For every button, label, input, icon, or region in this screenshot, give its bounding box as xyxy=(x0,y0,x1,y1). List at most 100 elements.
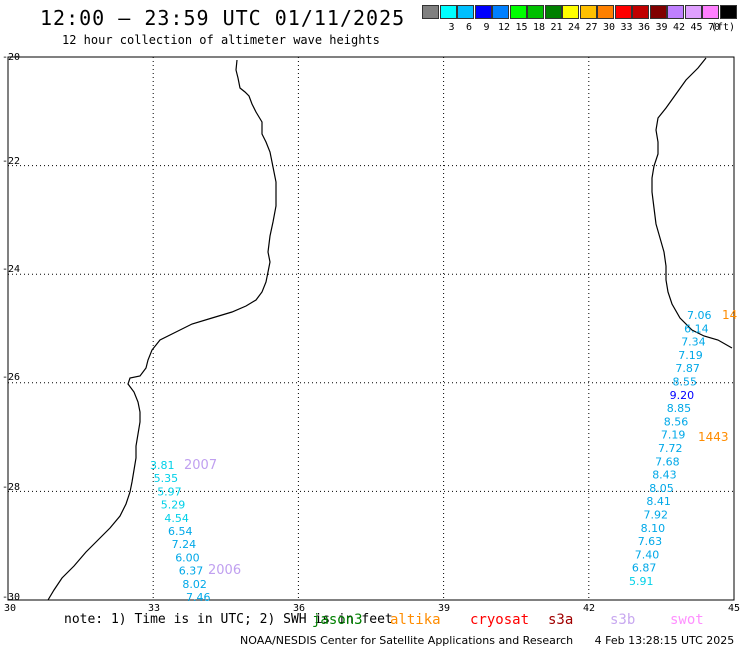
lon-label: 33 xyxy=(148,603,161,614)
scale-label: 33 xyxy=(620,22,633,33)
west-track-values: 3.815.355.975.294.546.547.246.006.378.02… xyxy=(150,459,211,604)
scale-swatch xyxy=(719,5,737,19)
swh-value: 9.20 xyxy=(670,389,695,402)
swh-value: 7.46 xyxy=(186,591,211,604)
scale-swatch xyxy=(667,5,684,19)
swh-value: 6.00 xyxy=(175,551,200,564)
swh-value: 7.34 xyxy=(681,336,706,349)
swh-value: 5.35 xyxy=(154,472,179,485)
map-subtitle: 12 hour collection of altimeter wave hei… xyxy=(62,33,380,47)
scale-swatch xyxy=(597,5,614,19)
lat-label: -28 xyxy=(2,482,21,493)
scale-label: 9 xyxy=(483,22,490,33)
scale-label: 42 xyxy=(673,22,686,33)
swh-value: 7.68 xyxy=(655,455,680,468)
scale-swatch xyxy=(649,5,667,19)
swh-value: 6.37 xyxy=(179,565,204,578)
scale-label: 21 xyxy=(550,22,563,33)
lat-label: -26 xyxy=(2,372,21,383)
swh-value: 8.05 xyxy=(649,482,674,495)
scale-label: 12 xyxy=(498,22,511,33)
swh-value: 8.10 xyxy=(641,522,666,535)
map-grid xyxy=(8,57,734,600)
map-frame xyxy=(7,56,735,601)
swh-value: 5.97 xyxy=(157,485,182,498)
swh-value: 7.40 xyxy=(635,548,660,561)
swh-value: 6.14 xyxy=(684,322,709,335)
scale-label: 45 xyxy=(690,22,703,33)
swh-value: 5.91 xyxy=(629,575,654,588)
scale-swatch xyxy=(474,5,492,19)
west-pass-label-1: 2007 xyxy=(184,458,217,473)
scale-swatch xyxy=(527,5,544,19)
swh-value: 7.63 xyxy=(638,535,663,548)
scale-swatch xyxy=(562,5,579,19)
scale-label: 6 xyxy=(466,22,473,33)
swh-value: 7.19 xyxy=(661,429,686,442)
swh-value: 8.41 xyxy=(646,495,671,508)
lat-label: -20 xyxy=(2,52,21,63)
credit-text: NOAA/NESDIS Center for Satellite Applica… xyxy=(240,634,574,647)
scale-swatch xyxy=(439,5,457,19)
map-title: 12:00 – 23:59 UTC 01/11/2025 xyxy=(40,6,406,30)
east-pass-label-2: 1443 xyxy=(698,430,729,444)
swh-value: 8.85 xyxy=(667,402,692,415)
mission-s3b: s3b xyxy=(610,612,636,628)
scale-swatch xyxy=(614,5,632,19)
scale-unit: (ft) xyxy=(711,22,736,33)
swh-value: 3.81 xyxy=(150,459,175,472)
scale-label: 3 xyxy=(448,22,455,33)
scale-label: 36 xyxy=(638,22,651,33)
scale-swatch xyxy=(579,5,597,19)
scale-label: 39 xyxy=(655,22,668,33)
lon-label: 39 xyxy=(438,603,451,614)
mission-altika: altika xyxy=(390,612,441,628)
swh-value: 7.24 xyxy=(172,538,197,551)
lat-label: -30 xyxy=(2,592,21,603)
lat-label: -22 xyxy=(2,156,21,167)
mission-cryosat: cryosat xyxy=(470,612,530,628)
scale-label: 15 xyxy=(515,22,528,33)
footer-credit: NOAA/NESDIS Center for Satellite Applica… xyxy=(240,634,734,647)
swh-value: 8.56 xyxy=(664,415,689,428)
swh-value: 8.43 xyxy=(652,469,677,482)
scale-swatch xyxy=(492,5,509,19)
swh-value: 7.72 xyxy=(658,442,683,455)
scale-swatch xyxy=(702,5,719,19)
mission-s3a: s3a xyxy=(548,612,574,628)
swh-value: 4.54 xyxy=(164,512,189,525)
scale-swatch xyxy=(684,5,702,19)
scale-swatch xyxy=(509,5,527,19)
swh-value: 6.54 xyxy=(168,525,193,538)
scale-label: 27 xyxy=(585,22,598,33)
scale-label: 18 xyxy=(533,22,546,33)
swh-value: 5.29 xyxy=(161,499,186,512)
lon-label: 36 xyxy=(293,603,306,614)
lon-label: 30 xyxy=(4,603,17,614)
scale-swatch xyxy=(632,5,649,19)
west-pass-label-2: 2006 xyxy=(208,563,241,578)
swh-value: 7.87 xyxy=(675,362,700,375)
scale-swatch xyxy=(544,5,562,19)
scale-swatch xyxy=(422,5,439,19)
lat-label: -24 xyxy=(2,264,21,275)
mission-swot: swot xyxy=(670,612,704,628)
east-pass-label-1: 14 xyxy=(722,308,737,322)
scale-label: 70 xyxy=(708,22,721,33)
lon-label: 45 xyxy=(728,603,740,614)
swh-value: 7.92 xyxy=(644,509,669,522)
swh-value: 8.55 xyxy=(673,376,698,389)
swh-value: 7.06 xyxy=(687,309,712,322)
east-track-values: 7.066.147.347.197.878.559.208.858.567.19… xyxy=(629,309,712,588)
africa-coastline xyxy=(47,59,277,601)
swh-value: 8.02 xyxy=(182,578,207,591)
scale-swatch xyxy=(457,5,474,19)
lon-label: 42 xyxy=(583,603,596,614)
swh-value: 7.19 xyxy=(678,349,703,362)
madagascar-coastline xyxy=(651,57,733,349)
timestamp-text: 4 Feb 13:28:15 UTC 2025 xyxy=(594,634,735,647)
swh-value: 6.87 xyxy=(632,562,657,575)
mission-jason3: jason3 xyxy=(312,612,363,628)
scale-label: 24 xyxy=(568,22,581,33)
